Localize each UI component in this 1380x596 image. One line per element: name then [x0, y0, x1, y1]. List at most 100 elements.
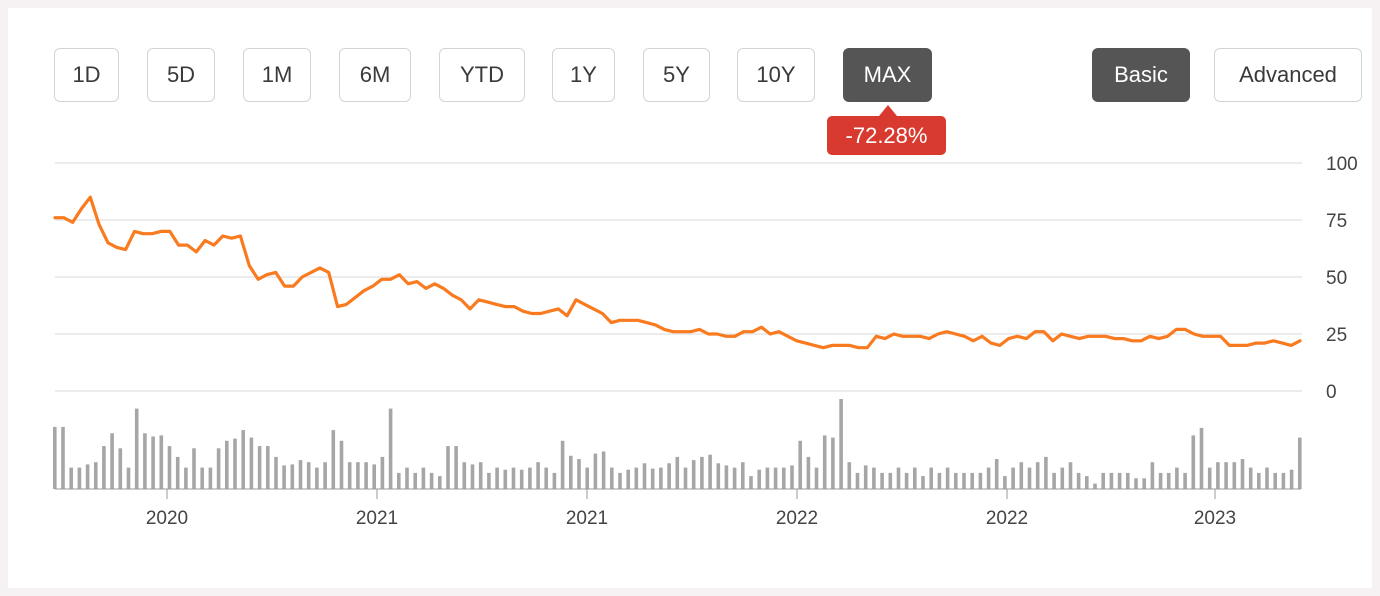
volume-bar — [470, 464, 475, 489]
volume-bar — [831, 437, 835, 489]
volume-bar — [1035, 462, 1040, 489]
volume-bar — [478, 462, 483, 489]
volume-bar — [1117, 472, 1122, 489]
volume-bar — [1003, 476, 1007, 489]
volume-bar — [102, 446, 106, 489]
range-button-10y[interactable]: 10Y — [737, 48, 815, 102]
volume-bar — [659, 467, 663, 489]
volume-bar — [356, 462, 360, 489]
volume-bar — [1289, 469, 1294, 489]
range-button-1m[interactable]: 1M — [243, 48, 311, 102]
volume-bar — [1085, 476, 1089, 489]
mode-button-advanced[interactable]: Advanced — [1214, 48, 1362, 102]
range-button-1y[interactable]: 1Y — [552, 48, 615, 102]
volume-bar — [544, 467, 548, 489]
volume-bar — [372, 464, 376, 489]
volume-bar — [77, 467, 82, 489]
volume-bar — [634, 467, 639, 489]
volume-bar — [855, 472, 860, 489]
volume-bar — [536, 462, 540, 489]
volume-bar — [487, 472, 491, 489]
volume-bar — [1068, 462, 1073, 489]
y-tick-label: 25 — [1326, 325, 1347, 346]
volume-bar — [937, 472, 942, 489]
mode-button-basic[interactable]: Basic — [1092, 48, 1190, 102]
volume-bar — [397, 472, 401, 489]
volume-bar — [741, 462, 745, 489]
volume-bar — [962, 472, 966, 489]
volume-bar — [1248, 467, 1253, 489]
volume-bar — [1199, 427, 1204, 489]
volume-bar — [151, 436, 155, 489]
range-button-5y[interactable]: 5Y — [643, 48, 710, 102]
volume-bar — [872, 467, 876, 489]
volume-bar — [167, 446, 172, 489]
volume-bar — [569, 455, 573, 489]
range-button-5d[interactable]: 5D — [147, 48, 215, 102]
range-button-ytd[interactable]: YTD — [439, 48, 525, 102]
volume-bar — [1150, 462, 1155, 489]
volume-bar — [863, 465, 868, 489]
gridlines — [55, 162, 1302, 392]
volume-bar — [159, 435, 164, 489]
volume-bar — [626, 469, 630, 489]
volume-bar — [495, 467, 499, 489]
volume-bar — [503, 469, 508, 489]
x-tick-label: 2021 — [566, 508, 608, 529]
volume-bar — [1191, 435, 1196, 489]
volume-bar — [798, 440, 802, 489]
volume-bar — [208, 467, 213, 489]
range-button-1d[interactable]: 1D — [54, 48, 119, 102]
volume-bar — [143, 433, 147, 489]
y-tick-label: 75 — [1326, 211, 1347, 232]
volume-bar — [814, 467, 819, 489]
x-axis-ticks: 2020 2021 2021 2022 2022 2023 — [146, 489, 1236, 529]
volume-bar — [691, 460, 696, 489]
volume-bar — [462, 462, 467, 489]
volume-bar — [1257, 472, 1261, 489]
volume-bar — [822, 435, 827, 489]
volume-bar — [134, 408, 139, 489]
x-tick-label: 2021 — [356, 508, 398, 529]
volume-bar — [225, 440, 229, 489]
volume-bar — [1142, 478, 1146, 489]
y-axis-ticks: 100 75 50 25 0 — [1326, 154, 1358, 403]
volume-bar — [331, 430, 336, 489]
volume-bar — [1166, 472, 1171, 489]
volume-bar — [94, 462, 98, 489]
chart-panel — [8, 8, 1372, 588]
range-button-6m[interactable]: 6M — [339, 48, 411, 102]
volume-bar — [593, 453, 598, 489]
volume-bar — [1298, 437, 1302, 489]
volume-bar — [601, 451, 606, 489]
volume-bar — [454, 446, 458, 489]
volume-bar — [184, 467, 188, 489]
volume-bar — [1101, 472, 1105, 489]
volume-bar — [175, 456, 180, 489]
volume-bar — [708, 454, 712, 489]
volume-bar — [667, 463, 671, 489]
volume-bar — [847, 462, 852, 489]
volume-bar — [216, 448, 221, 489]
volume-bar — [888, 472, 893, 489]
volume-bar — [249, 437, 254, 489]
volume-bar — [446, 446, 450, 489]
volume-bar — [765, 467, 770, 489]
volume-bar — [700, 456, 704, 489]
volume-bar — [323, 462, 327, 489]
volume-bar — [1060, 467, 1065, 489]
volume-bar — [1044, 456, 1048, 489]
range-button-max[interactable]: MAX — [843, 48, 932, 102]
volume-bar — [61, 426, 65, 489]
volume-bar — [1183, 472, 1187, 489]
volume-bar — [200, 467, 204, 489]
volume-bar — [192, 448, 196, 489]
volume-bar — [1011, 467, 1015, 489]
volume-bar — [683, 467, 688, 489]
volume-bar — [306, 462, 311, 489]
volume-bar — [986, 467, 991, 489]
volume-bar — [274, 456, 278, 489]
volume-bar — [1240, 459, 1245, 489]
volume-bar — [585, 467, 589, 489]
change-badge-pointer — [879, 105, 897, 116]
